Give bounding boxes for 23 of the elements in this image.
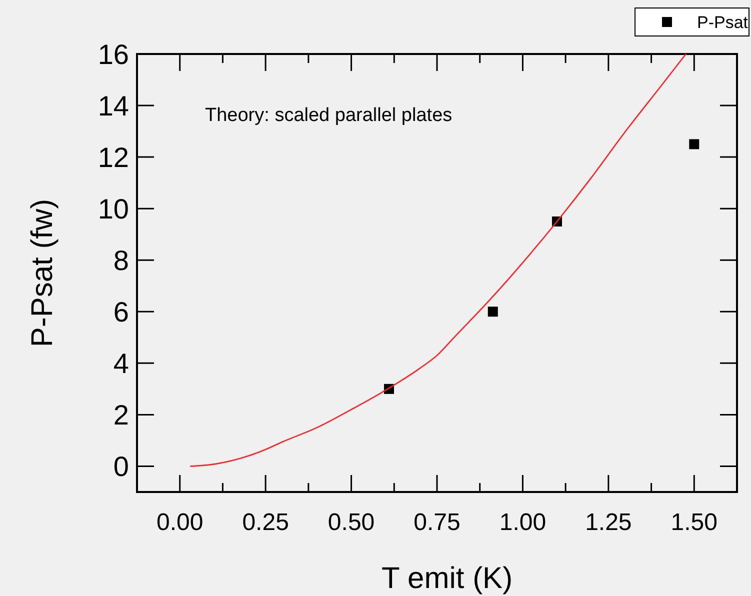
legend-label: P-Psat — [697, 12, 748, 32]
x-tick-label: 0.50 — [328, 509, 375, 536]
x-tick-label: 0.00 — [156, 509, 204, 536]
y-tick-label: 6 — [113, 296, 129, 328]
y-tick-label: 4 — [113, 348, 129, 379]
line-series — [189, 53, 687, 467]
x-axis-title: T emit (K) — [381, 562, 513, 595]
x-tick-label: 1.25 — [585, 509, 632, 536]
x-tick-label: 1.00 — [499, 509, 546, 536]
y-axis-title: P-Psat (fw) — [26, 198, 59, 348]
y-tick-label: 0 — [113, 451, 129, 482]
y-tick-label: 16 — [98, 38, 129, 70]
y-tick-label: 10 — [98, 193, 129, 224]
x-tick-label: 0.75 — [414, 509, 460, 536]
y-tick-label: 12 — [98, 142, 129, 173]
annotation: Theory: scaled parallel plates — [205, 105, 452, 126]
y-tick-label: 14 — [98, 90, 129, 122]
point — [689, 139, 700, 150]
x-tick-label: 0.25 — [242, 509, 289, 536]
x-tick-label: 1.50 — [670, 509, 718, 536]
y-tick-label: 2 — [113, 400, 129, 431]
y-tick-label: 8 — [113, 244, 129, 276]
point — [488, 306, 498, 317]
